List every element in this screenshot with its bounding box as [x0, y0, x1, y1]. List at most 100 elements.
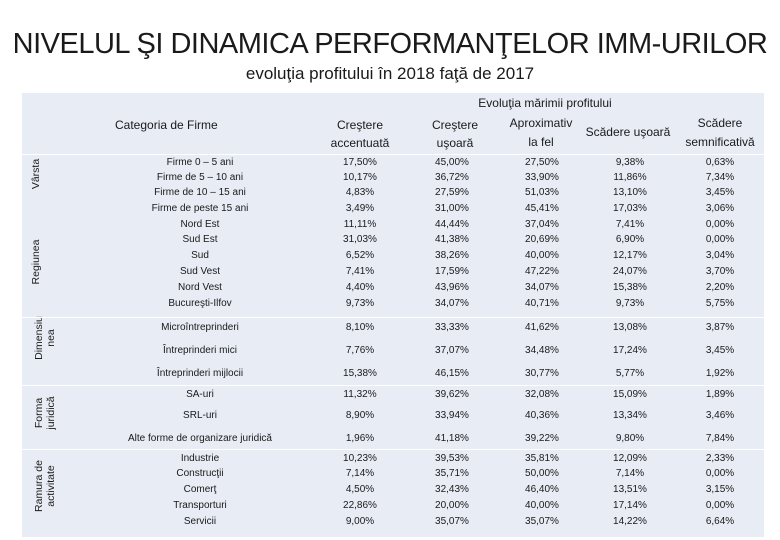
table-cell: 46,15%: [435, 368, 469, 379]
row-label: Construcţii: [176, 468, 224, 479]
section-label-ramura-line1: Ramura de: [33, 460, 45, 512]
table-cell: 7,76%: [345, 345, 375, 356]
table-cell: 24,07%: [613, 266, 647, 277]
table-cell: 12,09%: [613, 453, 647, 464]
table-cell: 1,89%: [705, 389, 735, 400]
table-cell: 37,04%: [525, 219, 559, 230]
table-cell: 3,45%: [705, 187, 735, 198]
section-label-dimensiunea-line2: nea: [45, 329, 57, 347]
table-cell: 36,72%: [435, 172, 469, 183]
table-cell: 3,49%: [345, 203, 375, 214]
table-cell: 5,77%: [615, 368, 645, 379]
table-cell: 7,14%: [345, 468, 375, 479]
header-col5-line1: Scădere: [697, 116, 743, 130]
table-cell: 46,40%: [525, 484, 559, 495]
header-col4: Scădere uşoară: [585, 125, 671, 139]
table-cell: 45,41%: [525, 203, 559, 214]
page-subtitle: evoluţia profitului în 2018 faţă de 2017: [245, 64, 535, 83]
table-cell: 27,50%: [525, 157, 559, 168]
section-label-dimensiunea-line1: Dimensiu: [33, 316, 45, 360]
table-cell: 17,59%: [435, 266, 469, 277]
table-cell: 0,00%: [705, 219, 735, 230]
section-label-forma-juridica: Forma juridică: [33, 396, 57, 429]
section-label-ramura-line2: activitate: [45, 465, 57, 507]
table-cell: 33,33%: [435, 322, 469, 333]
row-label: Sud Est: [182, 234, 218, 245]
row-label: Sud: [191, 250, 209, 261]
table-cell: 13,10%: [613, 187, 647, 198]
table-cell: 30,77%: [525, 368, 559, 379]
row-label: SRL-uri: [183, 410, 217, 421]
table-cell: 3,04%: [705, 250, 735, 261]
table-cell: 13,34%: [613, 410, 647, 421]
header-col1-line2: accentuată: [330, 136, 390, 150]
row-label: Nord Vest: [178, 282, 222, 293]
row-label: Comerţ: [183, 484, 217, 495]
row-label: Firme de 5 – 10 ani: [156, 172, 244, 183]
table-cell: 41,18%: [435, 433, 469, 444]
row-label: Firme 0 – 5 ani: [166, 157, 234, 168]
header-col3-line1: Aproximativ: [509, 116, 573, 130]
table-cell: 34,07%: [435, 298, 469, 309]
table-cell: 51,03%: [525, 187, 559, 198]
table-cell: 4,50%: [345, 484, 375, 495]
table-cell: 40,00%: [525, 500, 559, 511]
table-cell: 37,07%: [435, 345, 469, 356]
table-cell: 31,03%: [343, 234, 377, 245]
row-label: Întreprinderi mijlocii: [156, 368, 244, 379]
table-panel: [22, 93, 764, 537]
header-col1-line1: Creştere: [336, 118, 383, 132]
table-cell: 1,96%: [345, 433, 375, 444]
header-col2-line2: uşoară: [436, 136, 474, 150]
row-label: Alte forme de organizare juridică: [128, 433, 272, 444]
table-cell: 27,59%: [435, 187, 469, 198]
table-cell: 47,22%: [525, 266, 559, 277]
table-cell: 20,69%: [525, 234, 559, 245]
table-cell: 11,11%: [343, 219, 377, 230]
table-cell: 10,23%: [343, 453, 377, 464]
table-cell: 2,33%: [705, 453, 735, 464]
table-cell: 9,38%: [615, 157, 645, 168]
table-cell: 17,24%: [613, 345, 647, 356]
table-cell: 44,44%: [435, 219, 469, 230]
table-cell: 0,00%: [705, 234, 735, 245]
table-cell: 4,83%: [345, 187, 375, 198]
table-cell: 12,17%: [613, 250, 647, 261]
page-title: NIVELUL ŞI DINAMICA PERFORMANŢELOR IMM-U…: [12, 28, 768, 60]
table-cell: 39,53%: [435, 453, 469, 464]
table-cell: 45,00%: [435, 157, 469, 168]
section-separator: [22, 385, 764, 386]
table-cell: 9,73%: [345, 298, 375, 309]
header-category: Categoria de Firme: [115, 118, 218, 132]
row-label: Bucureşti-Ilfov: [168, 298, 232, 309]
table-cell: 41,62%: [525, 322, 559, 333]
table-cell: 43,96%: [435, 282, 469, 293]
table-cell: 39,22%: [525, 433, 559, 444]
table-cell: 9,73%: [615, 298, 645, 309]
table-cell: 7,14%: [615, 468, 645, 479]
table-cell: 3,15%: [705, 484, 735, 495]
row-label: Întreprinderi mici: [163, 345, 237, 356]
table-cell: 14,22%: [613, 516, 647, 527]
table-cell: 5,75%: [705, 298, 735, 309]
table-cell: 15,38%: [613, 282, 647, 293]
table-cell: 35,07%: [435, 516, 469, 527]
header-col3-line2: la fel: [528, 135, 554, 149]
table-cell: 6,64%: [705, 516, 735, 527]
section-label-dimensiunea: Dimensiu nea: [33, 316, 57, 360]
table-cell: 9,80%: [615, 433, 645, 444]
table-cell: 3,70%: [705, 266, 735, 277]
table-cell: 31,00%: [435, 203, 469, 214]
table-cell: 0,00%: [705, 500, 735, 511]
section-label-forma-line1: Forma: [33, 397, 45, 429]
table-cell: 50,00%: [525, 468, 559, 479]
table-cell: 11,86%: [613, 172, 647, 183]
table-cell: 41,38%: [435, 234, 469, 245]
row-label: Nord Est: [180, 219, 220, 230]
table-cell: 6,52%: [345, 250, 375, 261]
table-cell: 7,34%: [705, 172, 735, 183]
table-cell: 40,36%: [525, 410, 559, 421]
table-cell: 34,07%: [525, 282, 559, 293]
row-label: Servicii: [183, 516, 217, 527]
table-cell: 9,00%: [345, 516, 375, 527]
